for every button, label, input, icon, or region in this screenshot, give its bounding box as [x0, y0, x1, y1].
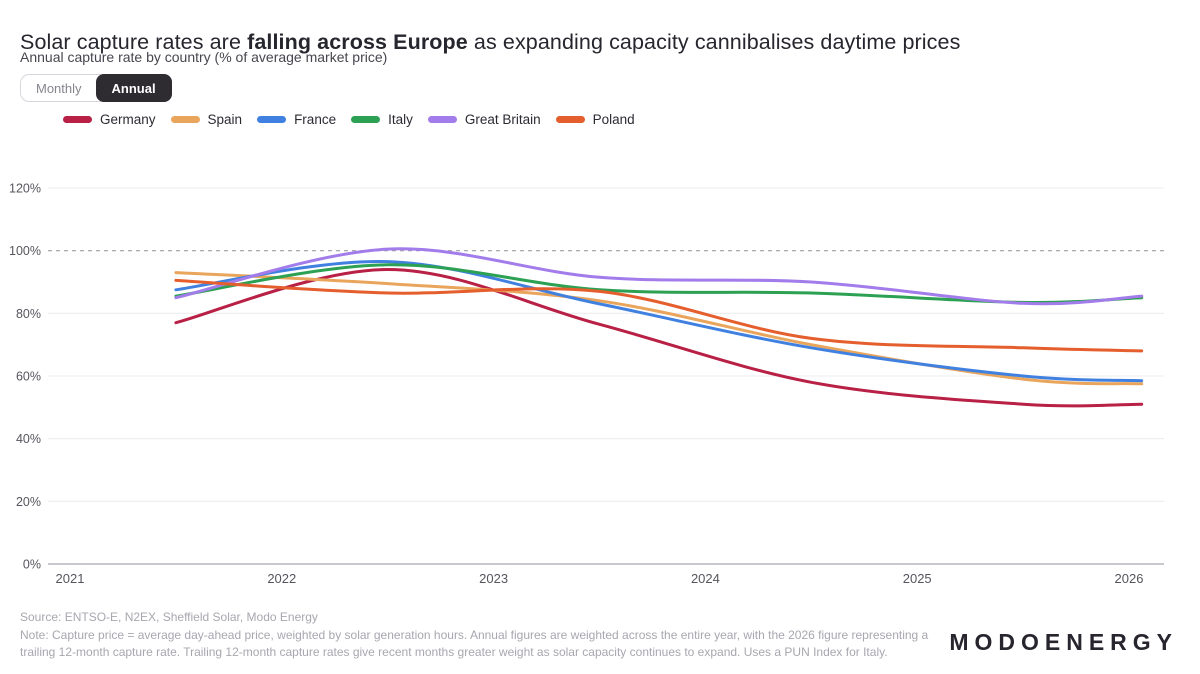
x-axis-label: 2022 — [267, 571, 296, 586]
series-line-great-britain — [174, 247, 1144, 306]
series-line-france — [174, 260, 1144, 383]
page-title: Solar capture rates are falling across E… — [20, 28, 960, 56]
legend-item-france[interactable]: France — [257, 112, 336, 127]
y-axis-label: 100% — [9, 244, 41, 258]
series-line-poland — [174, 278, 1144, 353]
x-axis-label: 2024 — [691, 571, 720, 586]
title-regular-post: as expanding capacity cannibalises dayti… — [467, 30, 961, 55]
series-line-italy — [174, 263, 1144, 304]
legend-item-spain[interactable]: Spain — [170, 111, 243, 127]
toggle-monthly-button[interactable]: Monthly — [21, 75, 97, 101]
x-axis-label: 2023 — [479, 571, 508, 586]
legend-label: Italy — [388, 111, 413, 127]
toggle-annual-button[interactable]: Annual — [95, 74, 172, 102]
legend-label: France — [294, 111, 337, 127]
x-axis-label: 2025 — [903, 571, 932, 586]
legend-item-italy[interactable]: Italy — [351, 112, 413, 127]
modo-energy-logo: MODOENERGY — [949, 629, 1178, 655]
legend-item-great-britain[interactable]: Great Britain — [427, 111, 541, 127]
line-chart: 0% 20% 40% 60% 80% 100% 120% 2021 2022 2023 2024 20… — [9, 182, 1164, 586]
y-axis-label: 40% — [16, 432, 41, 446]
legend-swatch-poland — [555, 115, 585, 123]
series-line-germany — [174, 267, 1144, 408]
legend-swatch-great-britain — [427, 115, 457, 123]
note-text: Note: Capture price = average day-ahead … — [20, 628, 929, 659]
legend-swatch-france — [257, 115, 287, 123]
y-axis-label: 20% — [16, 495, 41, 509]
legend-swatch-italy — [351, 115, 381, 123]
chart-subtitle: Annual capture rate by country (% of ave… — [20, 49, 388, 65]
title-bold: falling across Europe — [247, 30, 468, 55]
legend-item-germany[interactable]: Germany — [63, 112, 156, 127]
legend-swatch-spain — [170, 115, 200, 123]
y-axis-label: 80% — [16, 307, 41, 321]
x-axis-label: 2021 — [56, 571, 85, 586]
legend-item-poland[interactable]: Poland — [555, 111, 635, 127]
y-axis-label: 0% — [23, 558, 41, 572]
source-text: Source: ENTSO-E, N2EX, Sheffield Solar, … — [20, 610, 318, 624]
series-line-spain — [174, 271, 1144, 386]
y-axis-label: 120% — [9, 182, 41, 196]
y-axis-label: 60% — [16, 370, 41, 384]
legend-label: Great Britain — [464, 111, 541, 127]
legend-label: Poland — [592, 111, 635, 127]
legend-label: Spain — [207, 111, 243, 127]
x-axis-label: 2026 — [1115, 571, 1144, 586]
legend-label: Germany — [100, 111, 156, 127]
period-toggle: Monthly Annual — [20, 74, 172, 102]
legend-swatch-germany — [63, 115, 92, 123]
legend: Germany Spain France Italy Great Britain Pola… — [63, 110, 635, 128]
title-regular-pre: Solar capture rates are — [20, 30, 248, 55]
